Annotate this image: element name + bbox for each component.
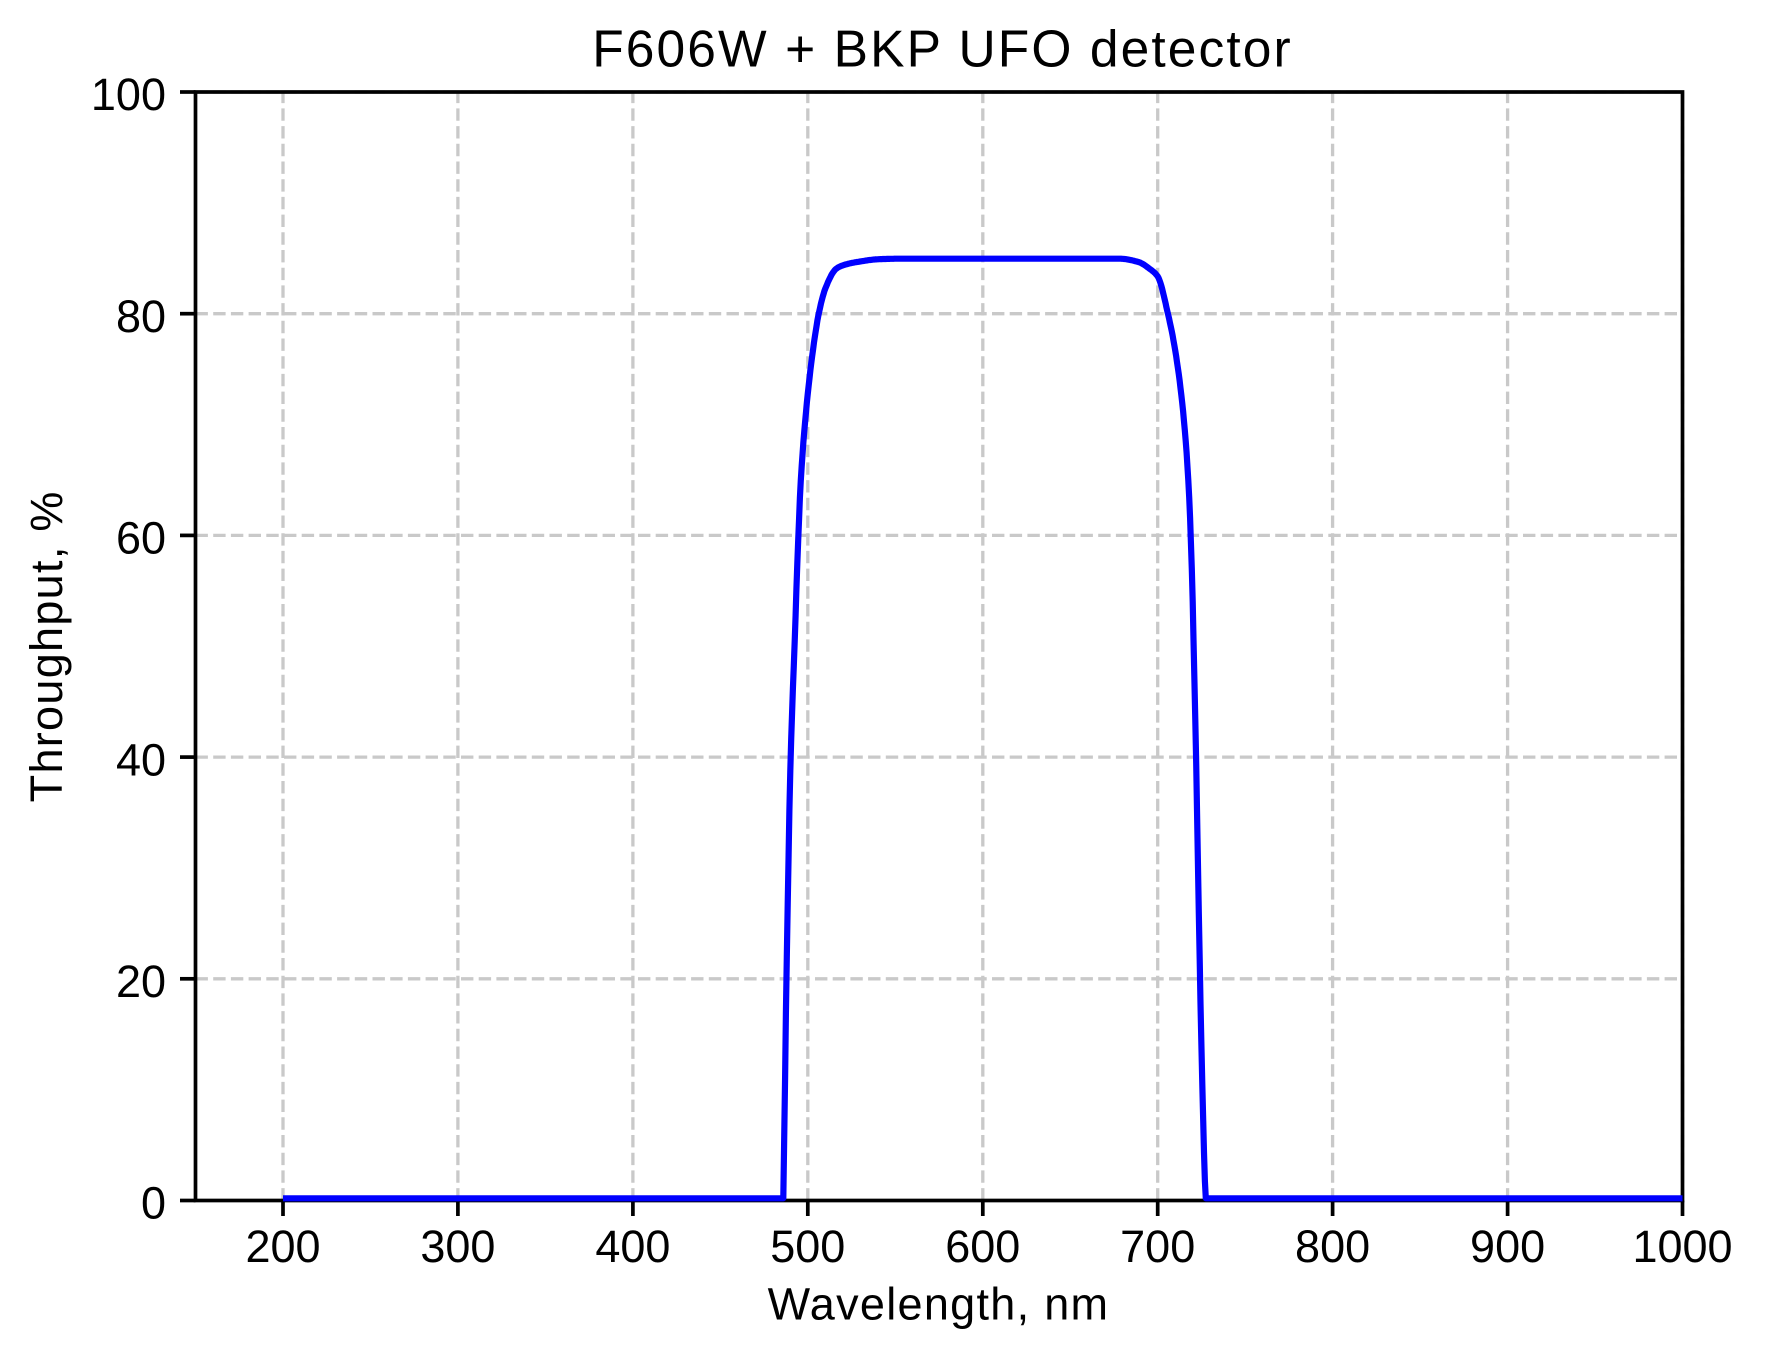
svg-text:1000: 1000 <box>1632 1221 1732 1272</box>
svg-text:60: 60 <box>116 513 166 564</box>
svg-text:100: 100 <box>91 69 166 120</box>
svg-text:20: 20 <box>116 956 166 1007</box>
svg-text:0: 0 <box>141 1178 166 1229</box>
svg-text:200: 200 <box>245 1221 320 1272</box>
svg-text:600: 600 <box>945 1221 1020 1272</box>
svg-text:300: 300 <box>420 1221 495 1272</box>
svg-text:800: 800 <box>1295 1221 1370 1272</box>
svg-text:80: 80 <box>116 291 166 342</box>
svg-text:400: 400 <box>595 1221 670 1272</box>
svg-text:700: 700 <box>1120 1221 1195 1272</box>
svg-text:F606W + BKP UFO detector: F606W + BKP UFO detector <box>592 20 1293 78</box>
svg-text:900: 900 <box>1470 1221 1545 1272</box>
svg-text:500: 500 <box>770 1221 845 1272</box>
svg-text:Wavelength, nm: Wavelength, nm <box>768 1279 1110 1330</box>
svg-text:40: 40 <box>116 734 166 785</box>
svg-text:Throughput, %: Throughput, % <box>21 490 72 802</box>
